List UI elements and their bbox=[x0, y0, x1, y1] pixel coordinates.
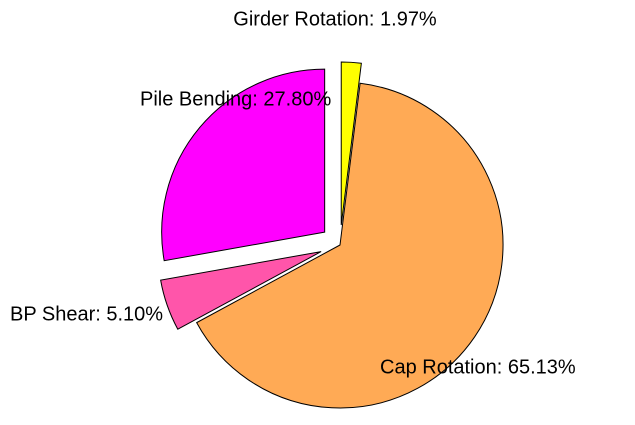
slice-label: BP Shear: 5.10% bbox=[10, 303, 163, 325]
pie-slice bbox=[161, 68, 326, 262]
pie-slice bbox=[340, 61, 362, 226]
slice-label: Girder Rotation: 1.97% bbox=[233, 8, 437, 30]
pie-slice bbox=[195, 82, 504, 409]
slice-label: Cap Rotation: 65.13% bbox=[380, 356, 576, 378]
slice-label: Pile Bending: 27.80% bbox=[140, 88, 331, 110]
pie-slice bbox=[160, 251, 322, 330]
